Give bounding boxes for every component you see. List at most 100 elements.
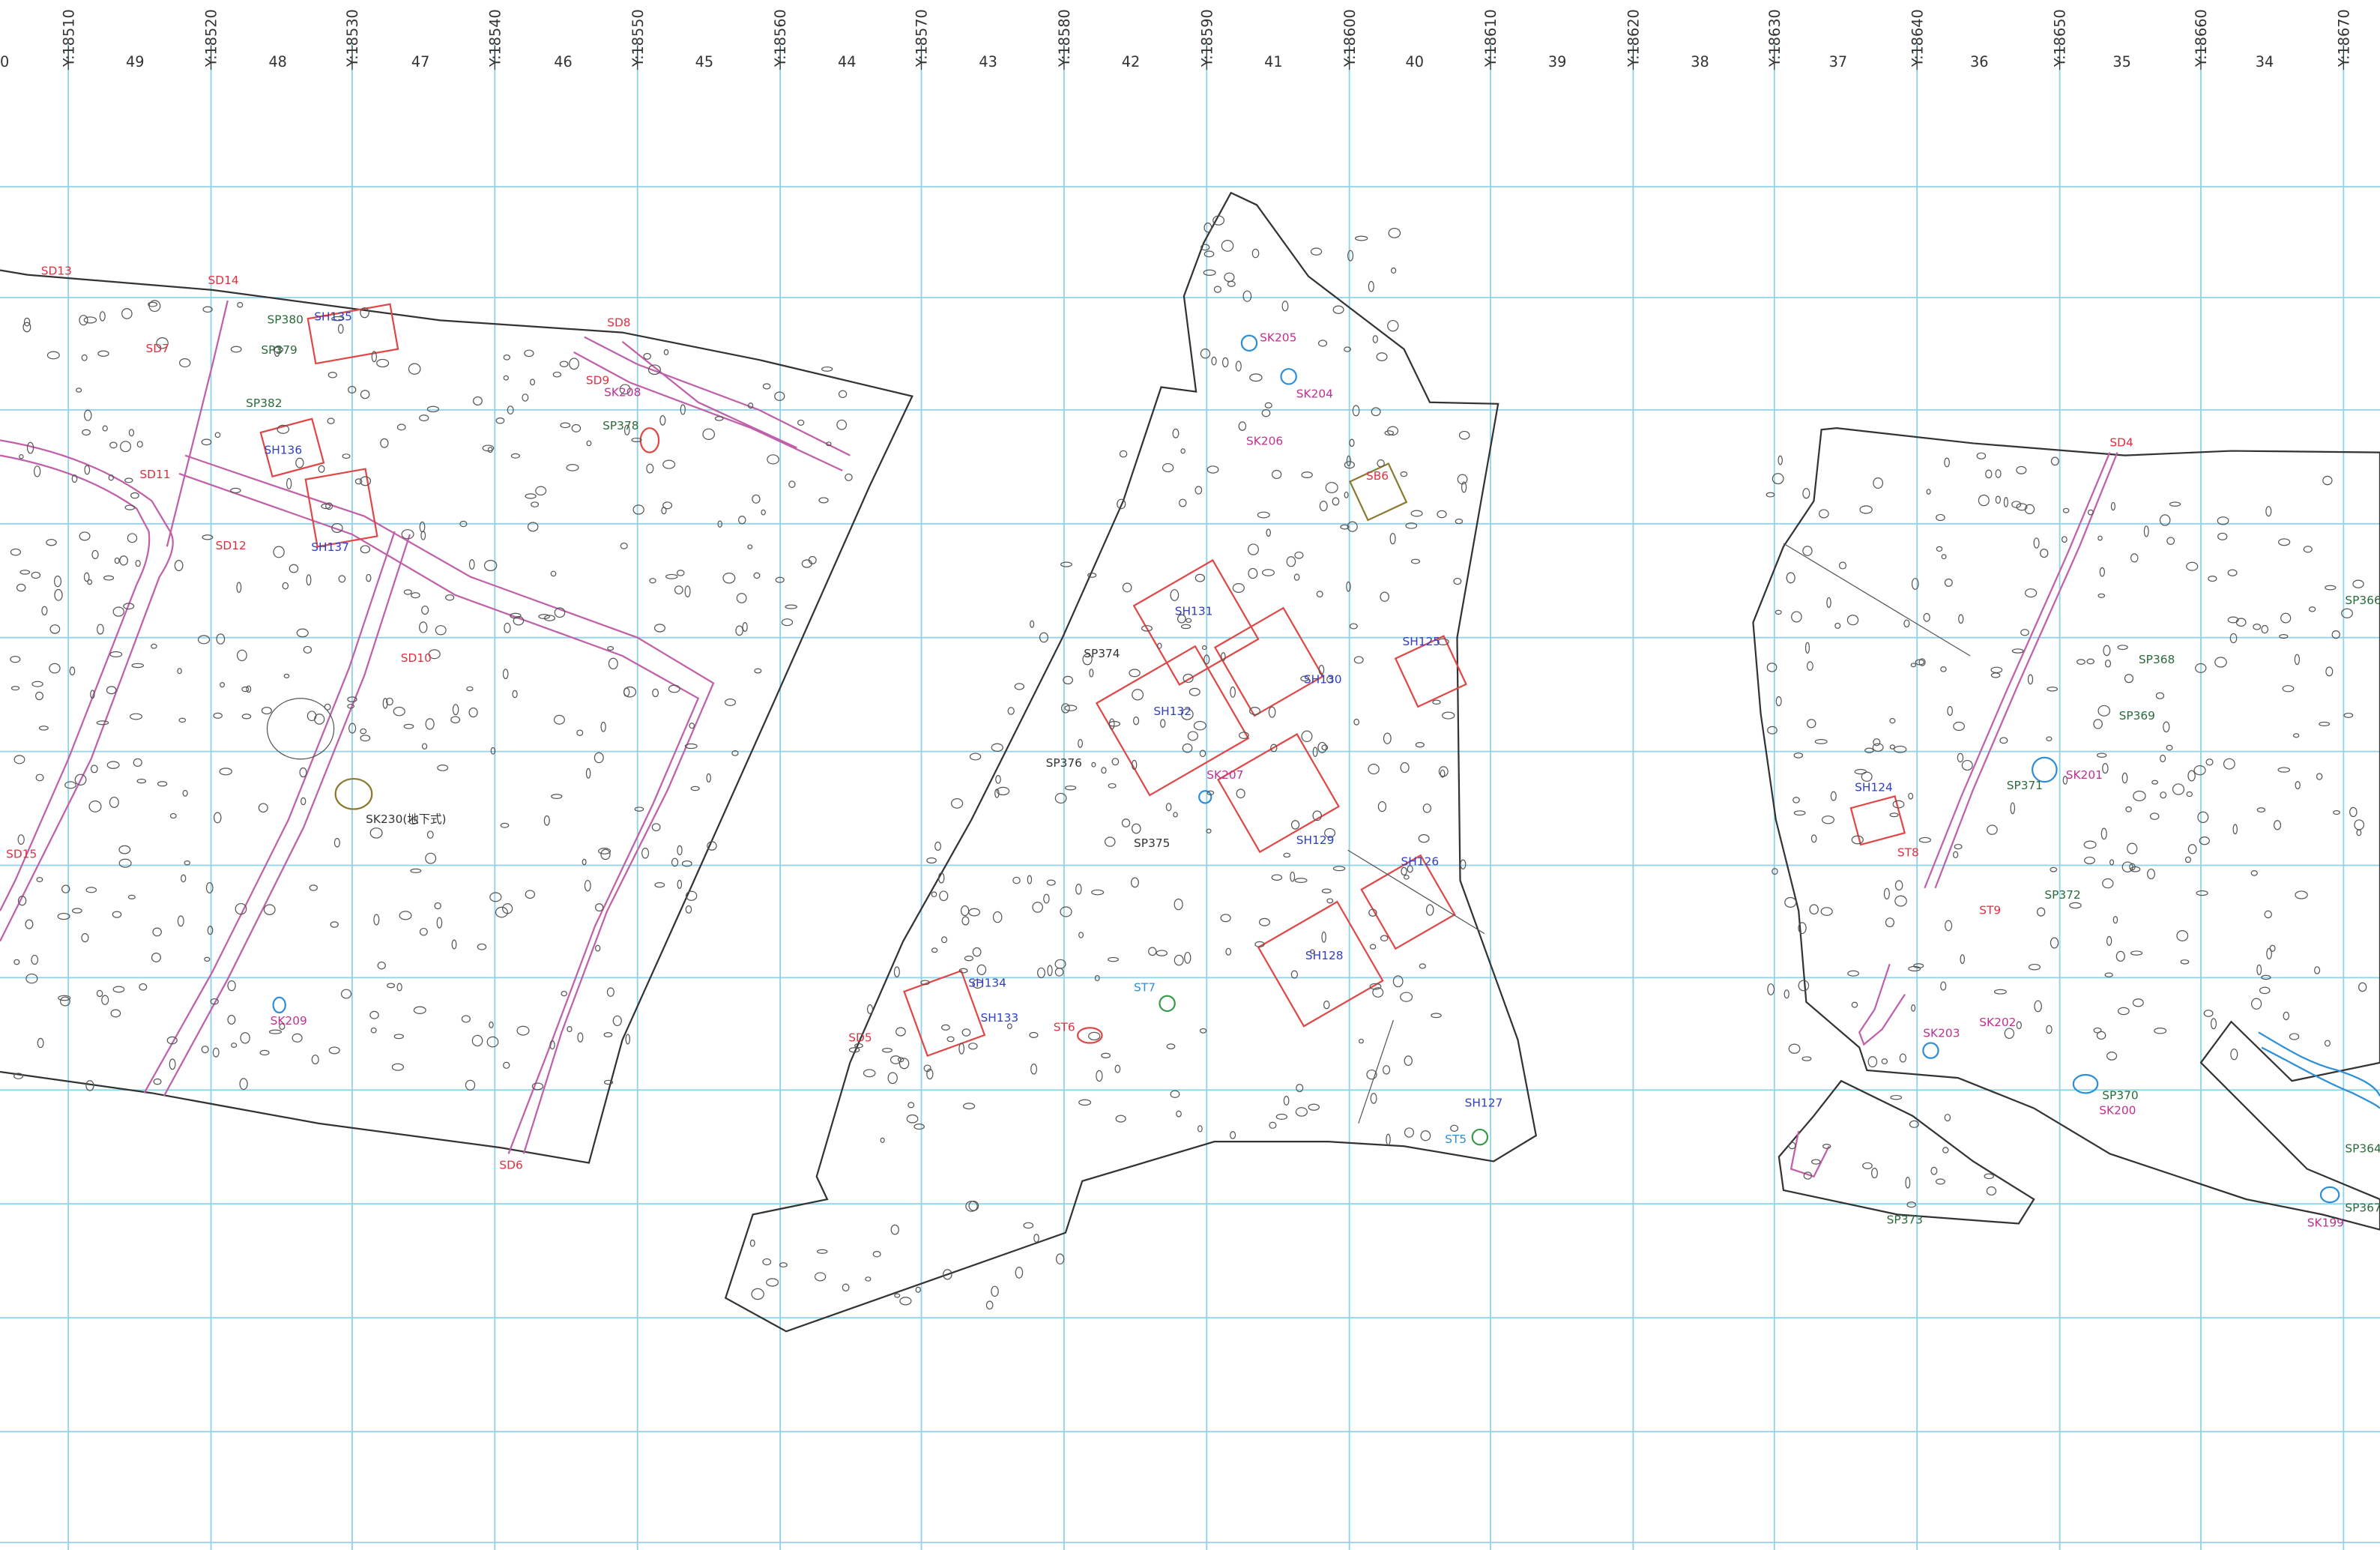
small-pit	[1301, 730, 1313, 743]
small-pit	[2133, 790, 2146, 802]
small-pit	[762, 383, 771, 390]
small-pit	[76, 388, 82, 393]
small-pit	[139, 983, 148, 991]
axis-column-number: 40	[1406, 53, 1424, 70]
small-pit	[1344, 491, 1349, 498]
small-pit	[1851, 835, 1864, 845]
small-pit	[306, 574, 312, 586]
small-pit	[1033, 1234, 1039, 1243]
small-pit	[321, 503, 331, 510]
small-pit	[495, 417, 505, 424]
small-pit	[826, 441, 832, 447]
small-pit	[2132, 998, 2144, 1007]
feature-label: SP372	[2044, 888, 2080, 902]
small-pit	[1180, 624, 1191, 630]
small-pit	[742, 622, 748, 632]
small-pit	[1405, 522, 1418, 529]
small-pit	[549, 1040, 555, 1050]
small-pit	[1419, 963, 1426, 969]
small-pit	[133, 758, 142, 768]
feature-label: SH132	[1153, 705, 1191, 718]
small-pit	[1775, 609, 1782, 615]
small-pit	[1290, 820, 1300, 830]
small-pit	[865, 1276, 872, 1282]
small-pit	[2256, 807, 2266, 813]
feature-label: SD12	[216, 539, 247, 552]
axis-column-number: 43	[979, 53, 997, 70]
small-pit	[1174, 898, 1183, 911]
small-pit	[112, 986, 125, 993]
small-pit	[1047, 965, 1053, 977]
small-pit	[934, 841, 942, 851]
feature-label: SH124	[1855, 780, 1893, 794]
feature-label: SH129	[1296, 833, 1335, 847]
small-pit	[2356, 829, 2362, 836]
small-pit	[231, 1043, 238, 1048]
small-pit	[926, 857, 937, 864]
small-pit	[2308, 606, 2316, 612]
feature-label: SH127	[1465, 1097, 1503, 1110]
small-pit	[2034, 1000, 2042, 1013]
small-pit	[1310, 247, 1323, 256]
feature-label: SK199	[2307, 1216, 2344, 1230]
small-pit	[1945, 920, 1953, 932]
small-pit	[396, 423, 406, 431]
small-pit	[747, 544, 753, 549]
small-pit	[120, 441, 132, 453]
small-pit	[445, 594, 455, 601]
small-pit	[1054, 792, 1067, 804]
feature-label: SP371	[2007, 779, 2043, 792]
small-pit	[1323, 1000, 1330, 1010]
small-pit	[931, 947, 938, 953]
small-pit	[941, 1024, 950, 1031]
small-pit	[2062, 776, 2068, 785]
small-pit	[646, 463, 654, 474]
small-pit	[1935, 1178, 1945, 1185]
small-pit	[1809, 904, 1819, 915]
small-pit	[2193, 765, 2206, 776]
small-pit	[735, 625, 743, 636]
small-pit	[1906, 1201, 1916, 1208]
small-pit	[1862, 1162, 1873, 1170]
small-pit	[1894, 880, 1903, 891]
small-pit	[1793, 810, 1806, 816]
axis-column-number: 37	[1829, 53, 1847, 70]
small-pit	[2217, 532, 2228, 540]
small-pit	[151, 952, 161, 962]
small-pit	[785, 604, 798, 609]
small-pit	[2264, 910, 2272, 919]
small-pit	[550, 570, 557, 577]
small-pit	[1368, 764, 1380, 775]
small-pit	[79, 531, 91, 541]
small-pit	[943, 1269, 952, 1280]
small-pit	[662, 501, 673, 510]
small-pit	[370, 1027, 377, 1034]
small-pit	[1312, 810, 1323, 821]
small-pit	[512, 690, 518, 699]
small-pit	[958, 968, 968, 974]
small-pit	[2186, 791, 2193, 797]
small-pit	[31, 681, 43, 687]
small-pit	[1872, 743, 1884, 752]
feature-label: SK202	[1979, 1016, 2016, 1029]
small-pit	[2283, 1011, 2290, 1021]
small-pit	[972, 947, 982, 957]
small-pit	[1119, 450, 1128, 458]
small-pit	[2028, 963, 2041, 971]
small-pit	[1892, 800, 1905, 809]
small-pit	[103, 575, 115, 581]
small-pit	[1353, 656, 1364, 664]
small-pit	[2229, 633, 2238, 644]
feature-label: SP378	[602, 419, 638, 432]
small-pit	[1440, 769, 1446, 778]
small-pit	[1283, 852, 1291, 858]
small-pit	[1186, 618, 1192, 624]
small-pit	[451, 939, 457, 950]
feature-label: SK230(地下式)	[366, 812, 446, 826]
small-pit	[1811, 1159, 1821, 1165]
small-pit	[685, 890, 698, 901]
small-pit	[1806, 661, 1813, 671]
small-pit	[659, 414, 666, 426]
small-pit	[937, 872, 945, 884]
small-pit	[880, 1137, 885, 1143]
